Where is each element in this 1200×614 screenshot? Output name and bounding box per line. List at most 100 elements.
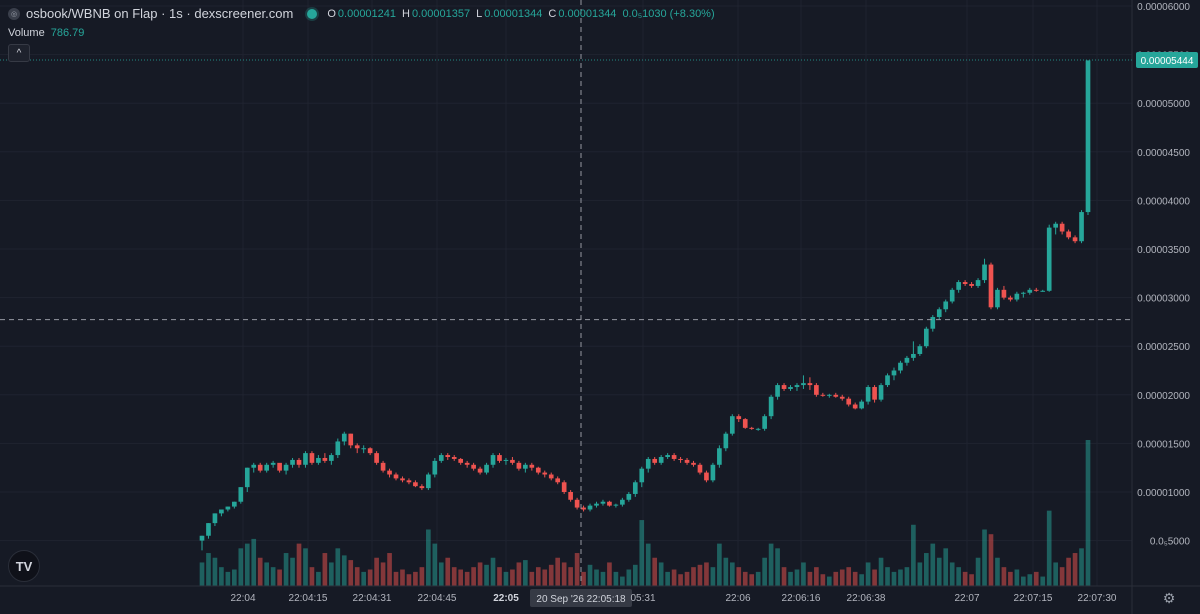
volume-bar xyxy=(419,567,425,586)
candle-body xyxy=(503,459,509,461)
volume-bar xyxy=(329,562,334,586)
tradingview-logo-icon[interactable]: TV xyxy=(8,550,40,582)
volume-bar xyxy=(639,520,645,586)
volume-bar xyxy=(878,557,884,586)
gear-icon[interactable]: ⚙ xyxy=(1162,590,1176,606)
volume-bar xyxy=(833,571,839,586)
price-tick-label: 0.00002000 xyxy=(1137,391,1190,402)
volume-bar xyxy=(232,569,237,586)
candle-body xyxy=(801,383,806,386)
ohlc-low-key: L xyxy=(476,7,483,20)
grid-lines xyxy=(0,0,1132,586)
volume-bar xyxy=(930,543,936,586)
time-axis: 22:04 22:04:15 22:04:31 22:04:45 22:05 05:31 2… xyxy=(230,593,1116,604)
candle-body xyxy=(807,383,813,386)
volume-bar xyxy=(561,562,567,586)
volume-bar xyxy=(225,571,231,586)
candle-body xyxy=(296,459,302,465)
candle-body xyxy=(878,385,884,400)
candle-body xyxy=(1046,227,1052,291)
candle-body xyxy=(1053,223,1058,228)
candle-body xyxy=(225,506,231,510)
candle-body xyxy=(762,416,767,429)
last-price-label: 0.00005444 xyxy=(1141,56,1194,67)
volume-bar xyxy=(206,553,211,586)
candle-body xyxy=(975,280,981,286)
live-indicator-icon xyxy=(307,8,318,19)
volume-bar xyxy=(1033,571,1039,586)
ohlc-change: 0.0₅1030 (+8.30%) xyxy=(622,7,715,20)
volume-bar xyxy=(736,567,742,586)
candle-body xyxy=(561,482,567,492)
volume-bar xyxy=(374,557,379,586)
candle-body xyxy=(548,474,554,479)
candle-body xyxy=(341,433,347,442)
candle-body xyxy=(535,467,541,473)
price-tick-label: 0.00002500 xyxy=(1137,342,1190,353)
time-tick-label: 05:31 xyxy=(630,593,655,604)
collapse-legend-button[interactable]: ^ xyxy=(8,44,30,62)
crosshair-time-badge xyxy=(530,589,632,607)
candle-body xyxy=(1008,297,1013,300)
candle-body xyxy=(982,264,987,281)
candle-body xyxy=(891,370,897,376)
price-tick-label: 0.00004000 xyxy=(1137,196,1190,207)
candle-body xyxy=(1040,290,1046,292)
candle-body xyxy=(316,457,321,463)
time-tick-label: 22:04:45 xyxy=(418,593,457,604)
candle-body xyxy=(542,472,548,475)
volume-bar xyxy=(943,548,949,586)
candle-body xyxy=(930,317,936,329)
volume-bar xyxy=(1008,571,1013,586)
candle-body xyxy=(1079,212,1084,242)
volume-bar xyxy=(303,548,308,586)
candle-body xyxy=(639,468,645,483)
volume-bar xyxy=(264,562,269,586)
candle-body xyxy=(949,289,955,302)
volume-bar xyxy=(678,574,683,586)
candle-body xyxy=(956,282,961,290)
volume-bar xyxy=(244,543,250,586)
volume-bar xyxy=(846,567,852,586)
candle-body xyxy=(820,394,826,396)
price-tick-label: 0.00001000 xyxy=(1137,488,1190,499)
candle-body xyxy=(1014,293,1020,300)
candle-body xyxy=(678,458,683,460)
candle-body xyxy=(367,448,373,454)
candle-body xyxy=(788,387,793,389)
volume-bars xyxy=(199,440,1091,586)
candle-body xyxy=(839,396,845,399)
volume-bar xyxy=(387,553,392,586)
volume-bar xyxy=(923,553,929,586)
volume-bar xyxy=(283,553,289,586)
volume-bar xyxy=(438,562,444,586)
price-axis-bg xyxy=(1132,0,1200,614)
volume-bar xyxy=(270,567,276,586)
volume-bar xyxy=(516,562,522,586)
volume-bar xyxy=(658,562,664,586)
candle-body xyxy=(671,455,677,459)
volume-bar xyxy=(613,571,619,586)
candle-body xyxy=(704,472,709,481)
candle-body xyxy=(484,464,489,473)
volume-bar xyxy=(788,571,793,586)
volume-bar xyxy=(445,557,451,586)
candle-body xyxy=(406,480,412,483)
crosshair-time-label: 20 Sep '26 22:05:18 xyxy=(536,594,626,605)
volume-value: 786.79 xyxy=(50,27,85,39)
candle-body xyxy=(872,387,877,400)
volume-bar xyxy=(477,562,483,586)
volume-bar xyxy=(406,574,412,586)
volume-bar xyxy=(251,538,257,586)
candle-body xyxy=(199,535,205,541)
volume-bar xyxy=(620,576,625,586)
ohlc-high-value: 0.00001357 xyxy=(411,7,471,20)
candle-body xyxy=(374,453,379,463)
candle-body xyxy=(962,282,968,284)
candle-body xyxy=(846,398,852,405)
volume-bar xyxy=(581,571,586,586)
volume-bar xyxy=(490,557,496,586)
volume-bar xyxy=(1085,440,1091,586)
